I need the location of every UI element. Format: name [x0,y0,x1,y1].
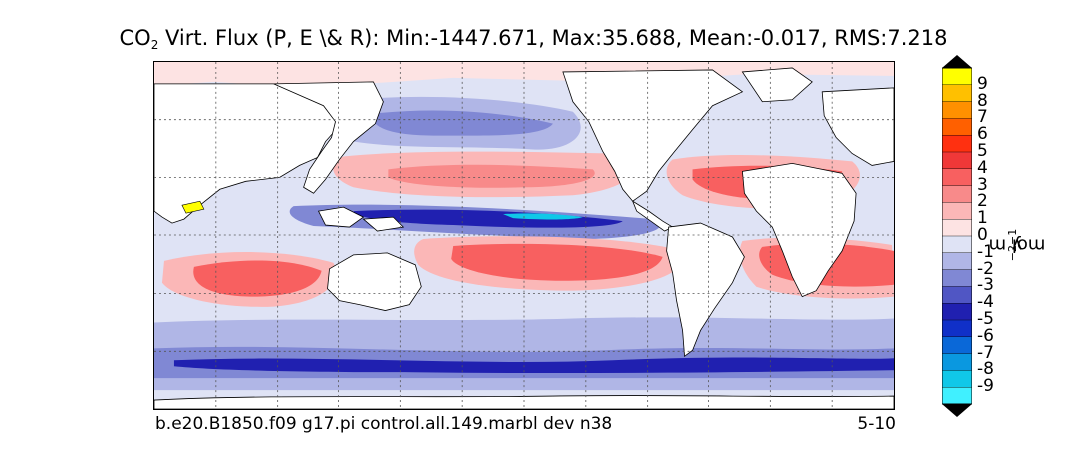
colorbar-segment [942,252,972,271]
colorbar-border [942,67,972,405]
colorbar-segment [942,168,972,187]
land-north-america [562,69,744,202]
colorbar-tick-label: 3 [977,174,988,195]
run-caption: b.e20.B1850.f09 g17.pi control.all.149.m… [155,414,613,434]
colorbar-segment [942,218,972,237]
colorbar-tick-label: -1 [977,241,994,262]
south-pacific-2 [451,243,663,281]
colorbar-bottom-arrow [942,404,972,417]
colorbar-segment [942,370,972,388]
north-pacific-2 [372,110,553,136]
colorbar-tick-label: 8 [977,90,988,111]
period-caption: 5-10 [857,414,896,434]
land-antarctica [154,395,894,409]
map-gridlines [154,62,894,409]
chart-title: CO2 Virt. Flux (P, E \& R): Min:-1447.67… [119,26,948,52]
colorbar-tick-label: -7 [977,342,994,363]
colorbar-tick-label: 1 [977,208,988,229]
map-frame [153,61,895,410]
colorbar-tick-label: -3 [977,275,994,296]
colorbar-tick-label: 7 [977,107,988,128]
colorbar-segment [942,134,972,153]
colorbar-segment [942,235,972,254]
colorbar-segment [942,84,972,103]
colorbar-tick-label: -6 [977,325,994,346]
colorbar-tick-label: -8 [977,359,994,380]
land-new-guinea [362,216,405,232]
colorbar [942,55,972,417]
colorbar-segment [942,202,972,220]
colorbar-label: mol m −2 y −1 [988,228,1046,262]
land-masses [154,67,894,409]
colorbar-segment [942,269,972,287]
colorbar-segment [942,118,972,136]
colorbar-segment [942,286,972,304]
colorbar-tick-label: 2 [977,191,988,212]
colorbar-tick-label: -5 [977,309,994,329]
colorbar-segment [942,336,972,355]
equatorial-band-2 [353,209,623,228]
colorbar-segment [942,302,972,321]
colorbar-tick-label: 9 [977,73,988,94]
land-australia [327,252,422,311]
land-east-asia [273,81,384,194]
colorbar-segment [942,151,972,170]
southern-band-3 [173,357,894,374]
red-sea-patch [181,200,205,214]
flux-map [154,62,894,409]
colorbar-tick-label: 0 [977,225,988,245]
colorbar-tick-label: 6 [977,124,988,145]
indian-ocean-2 [193,260,322,297]
land-africa [741,163,857,298]
land-south-america [666,222,745,358]
north-pacific-subtrop-2 [388,164,595,188]
colorbar-tick-label: -4 [977,292,994,313]
colorbar-segment [942,387,972,405]
colorbar-tick-label: 4 [977,157,988,178]
colorbar-tick-label: -9 [977,376,994,397]
colorbar-tick-label: 5 [977,141,988,161]
colorbar-segment [942,185,972,203]
land-europe [821,87,894,166]
colorbar-segment [942,67,972,86]
colorbar-segment [942,353,972,371]
arctic-band [154,62,894,88]
equatorial-core [503,213,583,220]
land-indonesia [317,206,365,228]
colorbar-segment [942,101,972,119]
colorbar-tick-label: -2 [977,258,994,279]
land-greenland [741,67,813,103]
colorbar-top-arrow [942,55,972,68]
colorbar-segment [942,319,972,338]
